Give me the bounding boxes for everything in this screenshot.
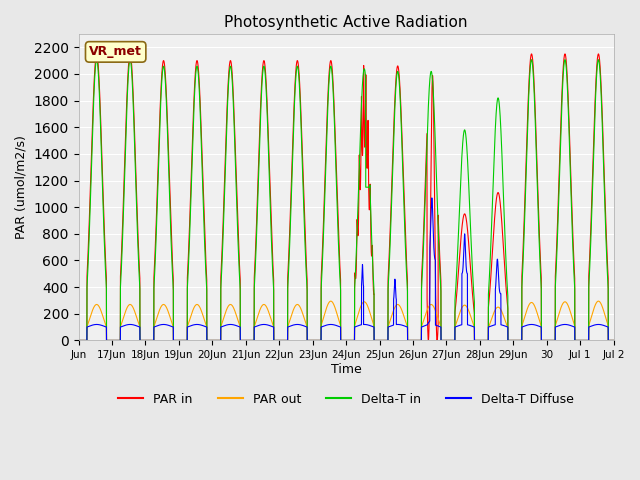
PAR in (350, 337, 358, 343)
Title: Photosynthetic Active Radiation: Photosynthetic Active Radiation (225, 15, 468, 30)
Line: Delta-T in: Delta-T in (79, 60, 614, 340)
Delta-T Diffuse (245, 337, 253, 343)
PAR in (571, 337, 579, 343)
PAR out (610, 337, 618, 343)
PAR out (327, 298, 335, 304)
Delta-T Diffuse (350, 337, 358, 343)
PAR out (245, 337, 253, 343)
Delta-T in (350, 337, 358, 343)
PAR in (245, 337, 253, 343)
Delta-T in (345, 337, 353, 343)
Delta-T Diffuse (571, 337, 579, 343)
Delta-T in (270, 337, 278, 343)
Delta-T in (75, 337, 83, 343)
PAR out (75, 337, 83, 343)
Y-axis label: PAR (umol/m2/s): PAR (umol/m2/s) (15, 135, 28, 239)
Line: PAR out: PAR out (79, 301, 614, 340)
Delta-T Diffuse (610, 337, 618, 343)
PAR in (345, 337, 353, 343)
Delta-T in (610, 337, 618, 343)
Delta-T in (245, 337, 253, 343)
PAR in (93, 51, 100, 57)
PAR out (385, 322, 392, 328)
PAR in (270, 337, 278, 343)
Delta-T Diffuse (270, 337, 278, 343)
Delta-T in (385, 274, 392, 280)
Legend: PAR in, PAR out, Delta-T in, Delta-T Diffuse: PAR in, PAR out, Delta-T in, Delta-T Dif… (113, 388, 579, 411)
PAR in (385, 263, 392, 268)
Delta-T Diffuse (385, 324, 392, 330)
X-axis label: Time: Time (331, 363, 362, 376)
Line: Delta-T Diffuse: Delta-T Diffuse (79, 198, 614, 340)
Text: VR_met: VR_met (89, 46, 142, 59)
Line: PAR in: PAR in (79, 54, 614, 340)
PAR in (75, 337, 83, 343)
Delta-T in (571, 337, 579, 343)
Delta-T in (93, 57, 100, 62)
Delta-T Diffuse (345, 337, 353, 343)
PAR out (571, 337, 579, 343)
Delta-T Diffuse (428, 195, 436, 201)
Delta-T Diffuse (75, 337, 83, 343)
PAR out (350, 337, 358, 343)
PAR out (270, 337, 278, 343)
PAR out (345, 337, 353, 343)
PAR in (610, 337, 618, 343)
